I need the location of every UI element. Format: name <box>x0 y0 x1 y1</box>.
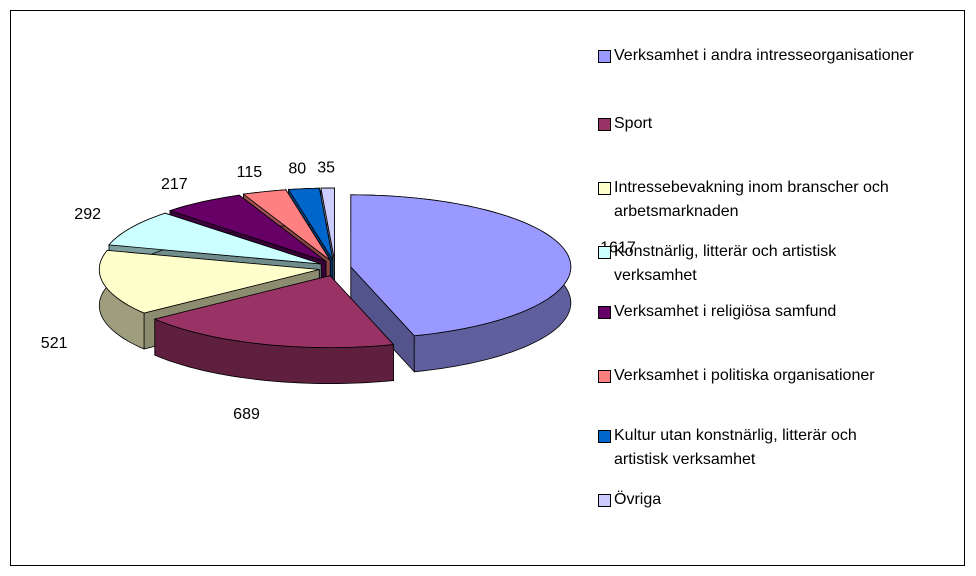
legend-label: Kultur utan konstnärlig, litterär och ar… <box>614 427 857 468</box>
legend-swatch <box>598 246 611 259</box>
legend-swatch <box>598 370 611 383</box>
data-label: 689 <box>233 406 260 423</box>
slice-top <box>98 249 320 314</box>
pie-slice <box>153 274 395 385</box>
legend-swatch <box>598 182 611 195</box>
data-label: 217 <box>161 176 188 193</box>
slice-top <box>153 275 395 349</box>
legend-swatch <box>598 306 611 319</box>
legend-label: Verksamhet i politiska organisationer <box>614 367 875 384</box>
slice-top <box>320 187 335 261</box>
legend-label: Intressebevakning inom branscher och arb… <box>614 179 889 220</box>
data-label: 292 <box>74 206 101 223</box>
legend-swatch <box>598 430 611 443</box>
legend-item: Kultur utan konstnärlig, litterär och ar… <box>598 424 928 472</box>
data-label: 80 <box>288 160 306 177</box>
legend-label: Sport <box>614 115 653 132</box>
legend-label: Konstnärlig, litterär och artistisk verk… <box>614 243 837 284</box>
legend-item: Intressebevakning inom branscher och arb… <box>598 176 928 224</box>
legend-item: Verksamhet i politiska organisationer <box>598 364 928 388</box>
legend-swatch <box>598 50 611 63</box>
pie-slice <box>350 194 572 373</box>
slice-top <box>242 189 331 261</box>
data-label: 35 <box>317 160 335 177</box>
slice-top <box>108 212 322 265</box>
data-label: 521 <box>41 335 68 352</box>
slice-top <box>287 187 334 261</box>
legend-item: Konstnärlig, litterär och artistisk verk… <box>598 240 928 288</box>
legend-item: Sport <box>598 112 928 136</box>
legend-label: Verksamhet i religiösa samfund <box>614 303 837 320</box>
slice-top <box>350 194 572 337</box>
legend-swatch <box>598 494 611 507</box>
legend-swatch <box>598 118 611 131</box>
data-label: 115 <box>237 164 263 181</box>
legend-item: Övriga <box>598 488 928 512</box>
legend-item: Verksamhet i religiösa samfund <box>598 300 928 324</box>
legend-label: Övriga <box>614 491 662 508</box>
slice-top <box>168 194 327 262</box>
legend-item: Verksamhet i andra intresseorganisatione… <box>598 44 928 68</box>
legend-label: Verksamhet i andra intresseorganisatione… <box>614 47 914 64</box>
